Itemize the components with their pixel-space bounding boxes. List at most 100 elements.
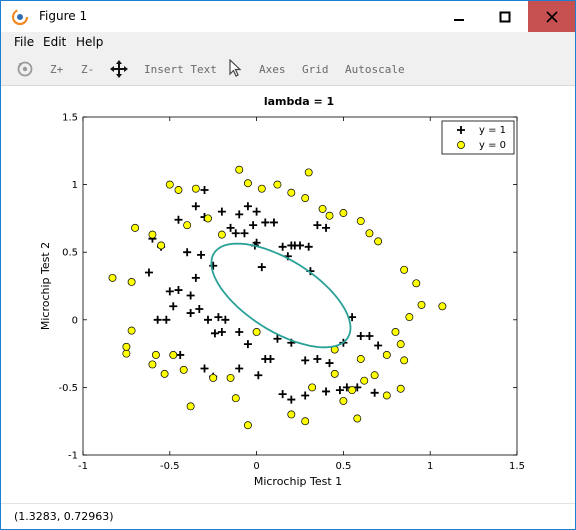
data-point-negative (243, 421, 252, 430)
minimize-button[interactable] (436, 1, 482, 32)
x-tick-label: 0 (253, 461, 259, 472)
data-point-negative (235, 165, 244, 174)
insert-text-button[interactable]: Insert Text (144, 63, 217, 76)
maximize-button[interactable] (482, 1, 528, 32)
y-tick-label: -0.5 (58, 383, 78, 394)
data-point-negative (382, 351, 391, 359)
x-tick-label: -1 (78, 461, 88, 472)
data-point-positive (243, 202, 252, 211)
data-point-positive (313, 221, 322, 230)
data-point-negative (374, 237, 383, 246)
data-point-positive (214, 313, 223, 322)
data-point-positive (348, 313, 357, 322)
data-point-positive (174, 286, 183, 295)
data-point-positive (356, 332, 365, 341)
data-point-positive (261, 218, 270, 227)
data-point-negative (231, 394, 240, 403)
octave-logo-icon (11, 8, 29, 26)
data-point-negative (339, 396, 348, 405)
data-point-negative (160, 369, 169, 378)
menu-help[interactable]: Help (76, 35, 104, 49)
data-point-negative (257, 184, 266, 193)
figure-toolbar: Z+ Z- Insert Text Axes Grid Autoscale (1, 53, 575, 86)
data-point-positive (365, 332, 374, 341)
figure-canvas[interactable]: lambda = 1 -1 -0.5 0 0.5 1 1.5 -1 -0.5 0 0.5 1 1.5 y… (5, 87, 571, 501)
close-button[interactable] (528, 1, 575, 32)
data-point-negative (191, 184, 200, 193)
data-point-positive (200, 186, 209, 195)
data-point-negative (396, 384, 405, 393)
data-point-negative (339, 209, 348, 217)
y-tick-label: 1.5 (62, 113, 78, 124)
data-point-positive (186, 309, 195, 318)
x-axis-label: Microchip Test 1 (254, 475, 342, 488)
data-point-negative (417, 300, 426, 309)
window-title: Figure 1 (39, 9, 88, 23)
data-point-negative (183, 221, 192, 230)
data-point-positive (162, 315, 171, 324)
data-point-negative (131, 223, 140, 232)
y-tick-label: 0 (72, 315, 78, 326)
data-point-negative (186, 402, 195, 411)
data-point-positive (183, 248, 192, 257)
data-point-negative (356, 355, 365, 363)
data-point-positive (174, 215, 183, 224)
data-point-positive (176, 350, 185, 359)
data-point-positive (169, 302, 178, 311)
data-point-positive (226, 223, 235, 232)
data-point-positive (217, 327, 226, 336)
x-tick-label: 0.5 (335, 461, 351, 472)
data-point-negative (412, 279, 421, 288)
data-point-positive (370, 388, 379, 397)
status-bar: (1.3283, 0.72963) (1, 503, 575, 529)
data-point-negative (348, 386, 357, 395)
data-point-negative (174, 186, 183, 194)
data-point-negative (217, 230, 226, 239)
data-point-negative (148, 230, 157, 239)
zoom-out-button[interactable]: Z- (81, 63, 95, 76)
data-point-negative (127, 326, 136, 335)
maximize-icon (499, 11, 511, 22)
axes-button[interactable]: Axes (259, 63, 286, 76)
data-point-positive (209, 261, 218, 270)
title-bar[interactable]: Figure 1 (1, 1, 575, 32)
data-point-positive (252, 207, 261, 216)
data-point-negative (405, 313, 414, 322)
data-point-negative (122, 342, 131, 351)
data-point-positive (197, 250, 206, 259)
data-point-negative (400, 265, 409, 274)
data-point-positive (301, 391, 310, 400)
data-point-positive (254, 371, 263, 380)
axes-box (82, 116, 518, 456)
menu-edit[interactable]: Edit (43, 35, 67, 49)
data-point-negative (400, 356, 409, 365)
data-point-negative (179, 365, 188, 374)
cursor-arrow-icon[interactable] (228, 59, 242, 79)
data-point-negative (330, 369, 339, 378)
menu-file[interactable]: File (14, 35, 35, 49)
grid-button[interactable]: Grid (302, 63, 329, 76)
data-point-positive (210, 329, 219, 338)
data-point-negative (308, 383, 317, 392)
legend-marker-negative (457, 141, 465, 149)
data-point-negative (204, 214, 212, 223)
zoom-in-button[interactable]: Z+ (50, 63, 64, 76)
legend-label-positive: y = 1 (479, 125, 506, 136)
y-tick-label: -1 (68, 451, 78, 462)
scatter-chart[interactable]: lambda = 1 -1 -0.5 0 0.5 1 1.5 -1 -0.5 0 0.5 1 1.5 y… (5, 87, 571, 501)
data-point-negative (287, 410, 296, 419)
legend: y = 1 y = 0 (441, 120, 515, 155)
data-point-negative (301, 417, 310, 426)
data-point-negative (148, 360, 157, 369)
x-tick-label: -0.5 (160, 461, 180, 472)
data-point-negative (325, 211, 334, 220)
data-point-positive (240, 229, 249, 238)
autoscale-button[interactable]: Autoscale (345, 63, 405, 76)
data-point-positive (243, 340, 252, 349)
data-point-negative (353, 414, 362, 423)
data-point-negative (165, 180, 174, 189)
data-point-negative (396, 340, 405, 349)
data-point-positive (200, 364, 209, 373)
rotate-icon[interactable] (16, 60, 34, 78)
move-arrows-icon[interactable] (109, 59, 129, 79)
